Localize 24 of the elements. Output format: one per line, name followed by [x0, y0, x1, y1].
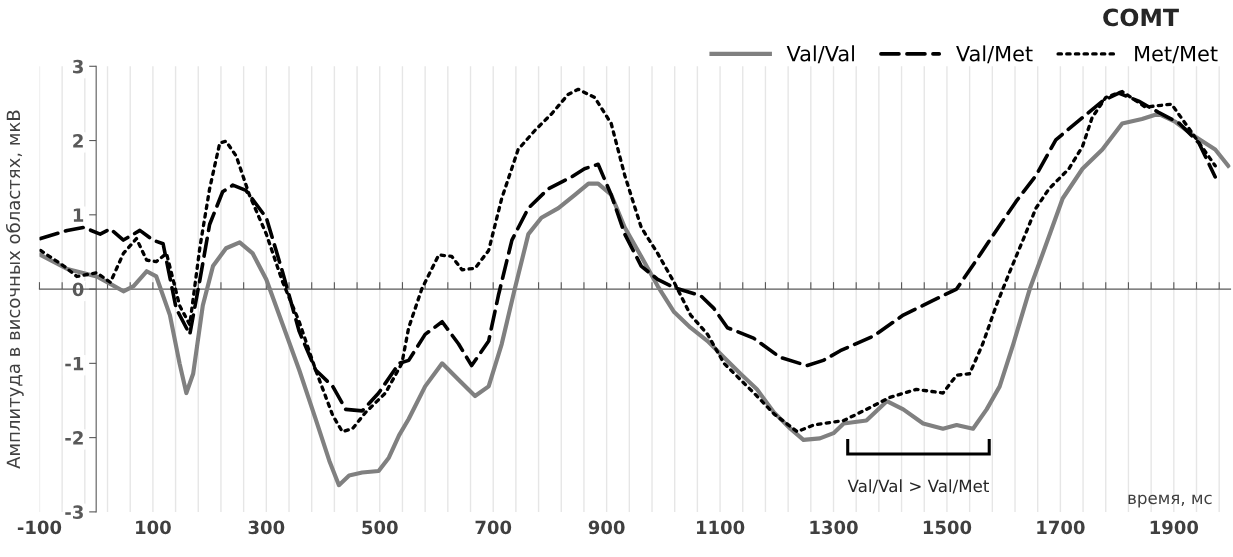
x-tick-label: 100	[136, 520, 171, 535]
x-tick-label: -100	[17, 520, 62, 535]
y-tick-label: -2	[65, 431, 83, 445]
annotation: Val/Val > Val/Met	[847, 479, 989, 494]
x-tick-label: 1300	[810, 520, 858, 535]
x-tick-label: 500	[362, 520, 398, 535]
y-tick-label: -3	[65, 505, 83, 519]
y-tick-label: 2	[73, 134, 83, 148]
legend-label: Met/Met	[1135, 46, 1218, 64]
x-tick-label: 1900	[1150, 520, 1199, 535]
y-tick-label: 1	[73, 208, 84, 222]
chart-title: COMT	[1103, 8, 1179, 27]
y-tick-label: -1	[65, 357, 84, 371]
y-tick-label: 3	[73, 59, 83, 74]
x-tick-label: 1100	[696, 520, 745, 535]
x-tick-label: 300	[248, 520, 285, 535]
y-axis-title: Амплитуда в височных областях, мкВ	[5, 110, 24, 469]
x-tick-label: 1500	[923, 520, 972, 535]
x-tick-label: 900	[588, 520, 625, 535]
x-tick-label: 1700	[1037, 520, 1085, 535]
x-tick-label: 700	[475, 520, 512, 535]
x-axis-title: время, мс	[1128, 494, 1212, 508]
legend-label: Val/Met	[956, 45, 1033, 64]
legend-label: Val/Val	[786, 45, 854, 64]
